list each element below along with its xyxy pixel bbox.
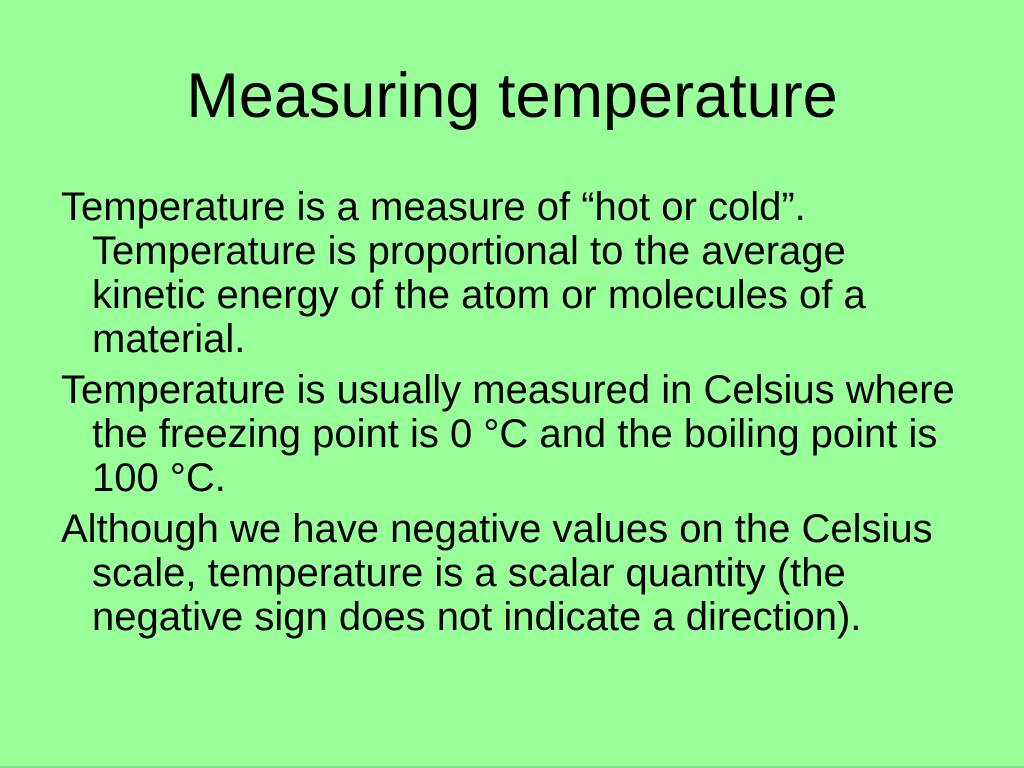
body-line: kinetic energy of the atom or molecules … bbox=[92, 273, 866, 317]
body-line: scale, temperature is a scalar quantity … bbox=[92, 551, 846, 595]
slide-body: Temperature is a measure of “hot or cold… bbox=[61, 185, 1001, 646]
body-line: Temperature is proportional to the avera… bbox=[92, 229, 846, 273]
slide-title: Measuring temperature bbox=[186, 61, 838, 131]
body-line: the freezing point is 0 °C and the boili… bbox=[92, 412, 938, 456]
body-line: 100 °C. bbox=[92, 456, 226, 500]
body-line: Temperature is a measure of “hot or cold… bbox=[61, 185, 806, 229]
body-line: material. bbox=[92, 317, 246, 361]
body-line: Temperature is usually measured in Celsi… bbox=[61, 368, 955, 412]
paragraph-celsius-scale: Temperature is usually measured in Celsi… bbox=[61, 368, 1001, 500]
paragraph-temperature-definition: Temperature is a measure of “hot or cold… bbox=[61, 185, 1001, 361]
body-line: negative sign does not indicate a direct… bbox=[92, 595, 862, 639]
slide-bottom-edge bbox=[0, 766, 1024, 768]
paragraph-scalar-quantity: Although we have negative values on the … bbox=[61, 507, 1001, 639]
body-line: Although we have negative values on the … bbox=[61, 507, 933, 551]
